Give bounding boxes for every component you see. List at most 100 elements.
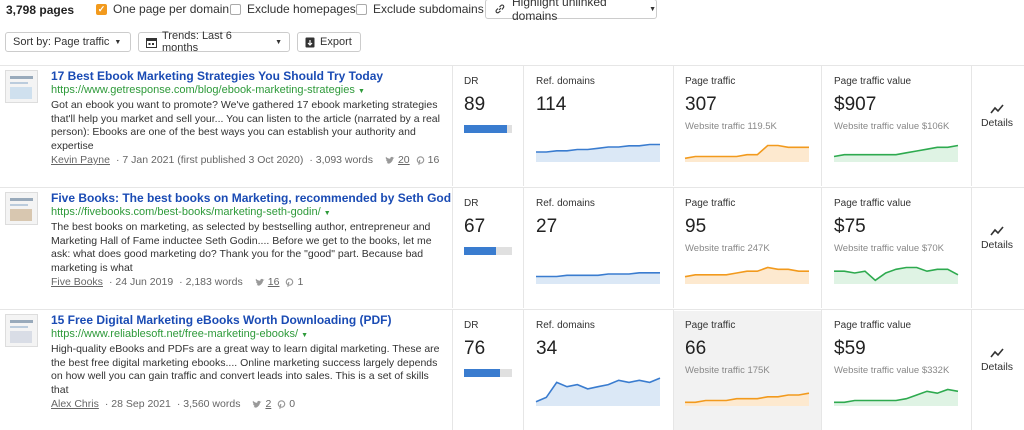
pages-count: 3,798 pages [6, 3, 75, 17]
export-label: Export [320, 36, 352, 48]
dr-bar [464, 247, 512, 255]
divider [523, 188, 524, 308]
page-thumbnail [5, 70, 38, 103]
divider [673, 188, 674, 308]
twitter-count: 2 [265, 398, 272, 410]
exclude-homepages-checkbox[interactable]: Exclude homepages [230, 2, 356, 16]
dr-label: DR [464, 320, 479, 331]
traffic-value: $907 [834, 94, 877, 115]
twitter-icon [385, 156, 395, 164]
page-traffic-value-label: Page traffic value [834, 76, 912, 87]
twitter-shares[interactable]: 16 [255, 276, 279, 288]
page-traffic-value-label: Page traffic value [834, 198, 912, 209]
website-traffic: Website traffic 175K [685, 365, 770, 376]
twitter-shares[interactable]: 20 [385, 154, 410, 166]
website-traffic-value: Website traffic value $106K [834, 121, 950, 132]
twitter-count: 20 [397, 154, 410, 166]
ref-domains-label: Ref. domains [536, 76, 595, 87]
one-per-domain-checkbox[interactable]: ✓ One page per domain [96, 2, 229, 16]
page-description: The best books on marketing, as selected… [51, 221, 432, 274]
page-title-link[interactable]: 17 Best Ebook Marketing Strategies You S… [51, 69, 384, 83]
author-link[interactable]: Five Books [51, 276, 103, 288]
page-description: High-quality eBooks and PDFs are a great… [51, 343, 440, 396]
page-description: Got an ebook you want to promote? We've … [51, 99, 440, 152]
pinterest-count: 16 [427, 154, 440, 166]
page-traffic-label: Page traffic [685, 76, 736, 87]
divider [452, 188, 453, 308]
page-meta: Alex Chris · 28 Sep 2021 · 3,560 words 2… [51, 398, 295, 410]
divider [971, 66, 972, 186]
chevron-down-icon: ▼ [649, 5, 656, 13]
one-per-domain-label: One page per domain [113, 2, 230, 16]
details-label: Details [980, 361, 1014, 373]
chevron-down-icon: ▼ [275, 38, 282, 46]
page-traffic-sparkline [685, 392, 810, 406]
traffic-value: $59 [834, 338, 866, 359]
ref-domains-sparkline [536, 271, 660, 284]
publish-date: · 7 Jan 2021 (first published 3 Oct 2020… [115, 154, 304, 166]
page-traffic-value: 95 [685, 216, 707, 237]
pinterest-shares[interactable]: 16 [416, 154, 440, 166]
trend-icon [990, 104, 1004, 114]
chevron-down-icon[interactable]: ▼ [301, 332, 309, 339]
ref-domains-label: Ref. domains [536, 320, 595, 331]
details-button[interactable]: Details [979, 348, 1015, 373]
highlighted-cell [674, 311, 821, 430]
twitter-shares[interactable]: 2 [252, 398, 271, 410]
ref-domains-label: Ref. domains [536, 198, 595, 209]
pinterest-shares[interactable]: 1 [285, 276, 303, 288]
word-count: · 2,183 words [179, 276, 243, 288]
dr-label: DR [464, 198, 479, 209]
page-traffic-value: 307 [685, 94, 717, 115]
page-url: https://www.reliablesoft.net/free-market… [51, 328, 299, 340]
page-traffic-value: 66 [685, 338, 707, 359]
divider [673, 66, 674, 186]
page-traffic-label: Page traffic [685, 320, 736, 331]
pinterest-icon [416, 155, 424, 165]
ref-domains-value: 34 [536, 338, 558, 359]
page-title-link[interactable]: 15 Free Digital Marketing eBooks Worth D… [51, 313, 392, 327]
trend-icon [990, 348, 1004, 358]
sort-label: Sort by: Page traffic [13, 36, 110, 48]
author-link[interactable]: Alex Chris [51, 398, 99, 410]
pinterest-icon [277, 399, 286, 409]
page-url-link[interactable]: https://fivebooks.com/best-books/marketi… [51, 206, 331, 218]
page-meta: Kevin Payne · 7 Jan 2021 (first publishe… [51, 154, 439, 166]
word-count: · 3,560 words [176, 398, 241, 410]
dr-bar [464, 369, 512, 377]
export-button[interactable]: Export [297, 32, 361, 52]
divider [821, 188, 822, 308]
export-icon [305, 37, 315, 47]
traffic-value-sparkline [834, 266, 959, 284]
chevron-down-icon[interactable]: ▼ [323, 210, 331, 217]
page-url-link[interactable]: https://www.getresponse.com/blog/ebook-m… [51, 84, 365, 96]
page-traffic-label: Page traffic [685, 198, 736, 209]
page-url-link[interactable]: https://www.reliablesoft.net/free-market… [51, 328, 308, 340]
website-traffic-value: Website traffic value $332K [834, 365, 950, 376]
pinterest-shares[interactable]: 0 [277, 398, 295, 410]
divider [971, 310, 972, 430]
page-url: https://www.getresponse.com/blog/ebook-m… [51, 84, 355, 96]
details-button[interactable]: Details [979, 226, 1015, 251]
chevron-down-icon[interactable]: ▼ [357, 88, 365, 95]
page-title-link[interactable]: Five Books: The best books on Marketing,… [51, 191, 452, 205]
pinterest-icon [286, 277, 294, 287]
exclude-homepages-label: Exclude homepages [247, 2, 356, 16]
checkbox-box [356, 3, 367, 15]
traffic-value: $75 [834, 216, 866, 237]
traffic-value-sparkline [834, 388, 959, 406]
divider [452, 310, 453, 430]
divider [821, 66, 822, 186]
checkmark-icon: ✓ [96, 3, 107, 15]
divider [523, 66, 524, 186]
author-link[interactable]: Kevin Payne [51, 154, 110, 166]
checkbox-box [230, 3, 241, 15]
exclude-subdomains-checkbox[interactable]: Exclude subdomains [356, 2, 484, 16]
page-traffic-sparkline [684, 144, 809, 162]
trends-dropdown[interactable]: Trends: Last 6 months ▼ [138, 30, 290, 54]
sort-dropdown[interactable]: Sort by: Page traffic ▼ [5, 32, 131, 52]
details-button[interactable]: Details [979, 104, 1015, 129]
page-thumbnail [5, 192, 38, 225]
page-traffic-sparkline [684, 266, 809, 284]
highlight-unlinked-dropdown[interactable]: Highlight unlinked domains ▼ [485, 0, 657, 23]
